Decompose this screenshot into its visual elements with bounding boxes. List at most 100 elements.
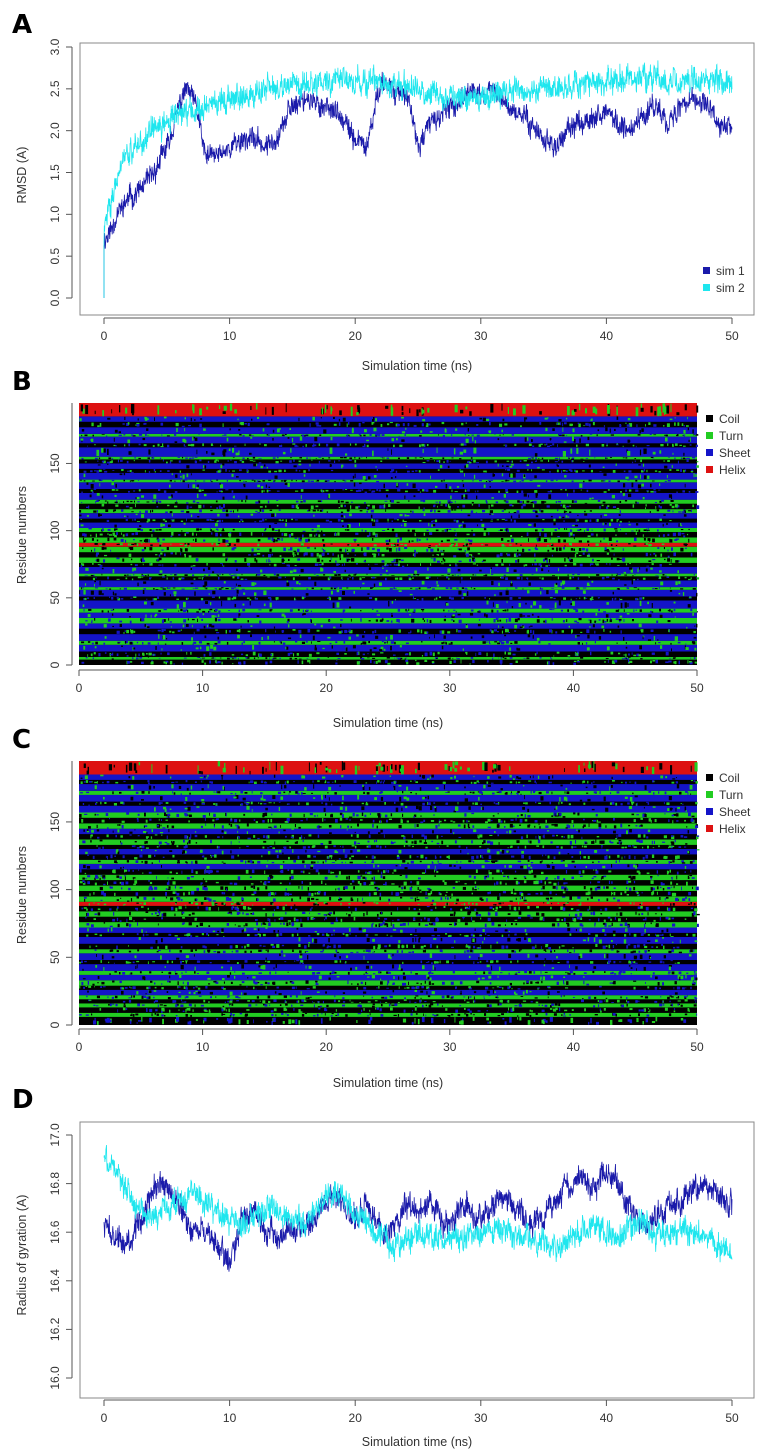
heatmap-fluctuation xyxy=(113,444,116,447)
heatmap-fluctuation xyxy=(663,1003,665,1006)
heatmap-fluctuation xyxy=(590,651,592,656)
heatmap-fluctuation xyxy=(258,965,261,968)
heatmap-fluctuation xyxy=(569,1014,571,1016)
heatmap-fluctuation xyxy=(658,471,661,473)
heatmap-fluctuation xyxy=(170,552,173,555)
heatmap-fluctuation xyxy=(671,648,672,652)
heatmap-fluctuation xyxy=(302,596,305,600)
heatmap-fluctuation xyxy=(443,479,445,482)
heatmap-fluctuation xyxy=(626,613,630,615)
heatmap-fluctuation xyxy=(81,457,84,460)
heatmap-fluctuation xyxy=(196,611,199,613)
heatmap-fluctuation xyxy=(319,509,323,512)
heatmap-fluctuation xyxy=(192,539,194,541)
heatmap-fluctuation xyxy=(184,544,188,547)
heatmap-fluctuation xyxy=(477,465,479,468)
heatmap-fluctuation xyxy=(445,642,447,645)
heatmap-fluctuation xyxy=(586,528,589,531)
heatmap-fluctuation xyxy=(415,995,419,997)
heatmap-fluctuation xyxy=(642,497,645,500)
heatmap-fluctuation xyxy=(159,1004,163,1006)
heatmap-fluctuation xyxy=(530,605,533,608)
heatmap-fluctuation xyxy=(276,986,279,989)
heatmap-fluctuation xyxy=(544,533,547,537)
heatmap-fluctuation xyxy=(202,613,205,616)
heatmap-fluctuation xyxy=(575,598,578,600)
heatmap-fluctuation xyxy=(309,533,313,537)
heatmap-fluctuation xyxy=(209,991,213,995)
heatmap-fluctuation xyxy=(269,548,272,552)
heatmap-fluctuation xyxy=(234,975,236,979)
heatmap-fluctuation xyxy=(642,597,645,600)
heatmap-fluctuation xyxy=(283,547,286,552)
heatmap-fluctuation xyxy=(637,568,639,573)
heatmap-fluctuation xyxy=(339,587,342,589)
heatmap-fluctuation xyxy=(576,635,580,637)
heatmap-fluctuation xyxy=(540,510,544,513)
heatmap-fluctuation xyxy=(379,620,383,622)
heatmap-fluctuation xyxy=(239,984,242,986)
heatmap-fluctuation xyxy=(536,651,538,655)
heatmap-fluctuation xyxy=(666,423,670,427)
heatmap-fluctuation xyxy=(273,999,277,1002)
heatmap-fluctuation xyxy=(285,523,287,527)
heatmap-fluctuation xyxy=(556,981,559,985)
heatmap-fluctuation xyxy=(370,965,373,969)
heatmap-fluctuation xyxy=(203,1009,207,1012)
heatmap-fluctuation xyxy=(212,571,215,574)
heatmap-fluctuation xyxy=(458,630,462,633)
heatmap-fluctuation xyxy=(177,981,179,985)
heatmap-fluctuation xyxy=(688,439,690,442)
heatmap-fluctuation xyxy=(478,619,481,621)
heatmap-fluctuation xyxy=(536,619,540,623)
heatmap-fluctuation xyxy=(507,629,509,633)
heatmap-fluctuation xyxy=(80,404,83,412)
heatmap-fluctuation xyxy=(277,537,280,540)
heatmap-fluctuation xyxy=(184,971,187,973)
heatmap-fluctuation xyxy=(218,610,221,612)
heatmap-fluctuation xyxy=(387,980,390,984)
heatmap-fluctuation xyxy=(614,428,616,431)
heatmap-fluctuation xyxy=(616,540,618,543)
heatmap-fluctuation xyxy=(214,618,217,622)
heatmap-fluctuation xyxy=(266,466,268,469)
heatmap-fluctuation xyxy=(499,619,502,622)
heatmap-fluctuation xyxy=(556,956,558,959)
heatmap-fluctuation xyxy=(164,966,166,968)
heatmap-fluctuation xyxy=(596,533,598,537)
heatmap-fluctuation xyxy=(669,538,671,543)
heatmap-fluctuation xyxy=(141,1016,143,1022)
heatmap-fluctuation xyxy=(687,417,688,420)
heatmap-fluctuation xyxy=(645,543,648,545)
heatmap-fluctuation xyxy=(621,1004,624,1008)
heatmap-fluctuation xyxy=(635,479,638,482)
heatmap-fluctuation xyxy=(164,643,167,645)
heatmap-fluctuation xyxy=(606,444,608,447)
heatmap-fluctuation xyxy=(515,560,518,563)
heatmap-fluctuation xyxy=(489,629,492,632)
heatmap-fluctuation xyxy=(254,981,258,985)
heatmap-fluctuation xyxy=(460,471,462,473)
heatmap-fluctuation xyxy=(668,629,670,633)
heatmap-fluctuation xyxy=(667,480,671,482)
heatmap-fluctuation xyxy=(129,620,132,624)
heatmap-fluctuation xyxy=(447,568,451,573)
heatmap-fluctuation xyxy=(186,961,187,964)
heatmap-fluctuation xyxy=(663,961,665,964)
heatmap-fluctuation xyxy=(628,961,631,964)
heatmap-fluctuation xyxy=(139,525,142,527)
heatmap-fluctuation xyxy=(122,1000,126,1003)
heatmap-fluctuation xyxy=(422,950,426,953)
heatmap-fluctuation xyxy=(592,422,595,426)
heatmap-fluctuation xyxy=(314,623,317,626)
heatmap-fluctuation xyxy=(375,1007,377,1010)
heatmap-fluctuation xyxy=(605,999,609,1003)
heatmap-fluctuation xyxy=(103,559,106,563)
heatmap-fluctuation xyxy=(595,543,599,546)
heatmap-fluctuation xyxy=(350,480,354,482)
heatmap-fluctuation xyxy=(539,577,541,579)
heatmap-fluctuation xyxy=(657,529,659,532)
panel-b-y-axis-label: Residue numbers xyxy=(15,486,29,584)
heatmap-fluctuation xyxy=(469,558,471,562)
